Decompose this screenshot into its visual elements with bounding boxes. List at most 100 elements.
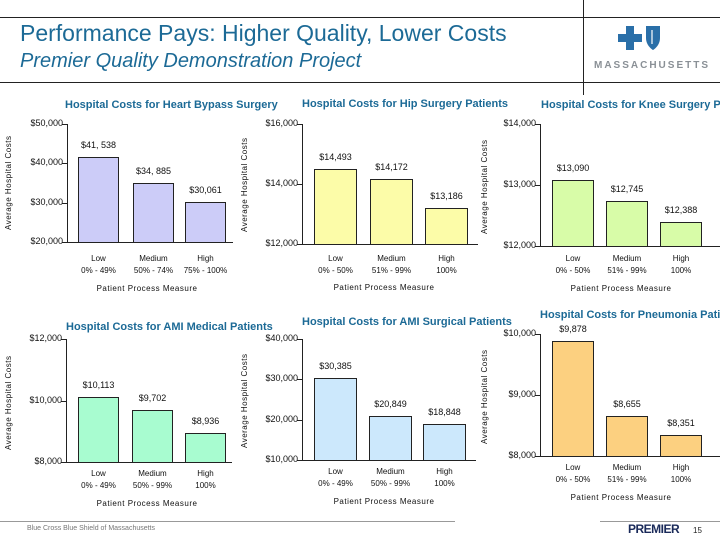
y-axis-line — [540, 124, 541, 246]
category-label: Low 0% - 49% — [64, 468, 134, 492]
category-name: Medium — [377, 254, 406, 263]
y-tick-mark — [61, 339, 66, 340]
y-tick-label: $10,000 — [29, 394, 62, 405]
y-tick-label: $12,000 — [265, 238, 298, 248]
y-tick-label: $14,000 — [503, 118, 536, 128]
category-label: High 75% - 100% — [171, 253, 241, 277]
bcbs-logo-icon — [618, 26, 660, 50]
category-label: Medium 50% - 99% — [118, 468, 188, 492]
category-name: Medium — [139, 254, 168, 263]
category-label: Low 0% - 49% — [64, 253, 134, 277]
x-axis-label: Patient Process Measure — [96, 284, 198, 293]
data-label: $13,090 — [556, 162, 590, 173]
category-label: Medium 50% - 74% — [119, 253, 189, 277]
bar — [423, 424, 466, 461]
category-name: High — [197, 469, 214, 478]
category-label: Medium 51% - 99% — [592, 462, 662, 486]
category-range: 0% - 50% — [555, 266, 591, 275]
category-name: Low — [328, 254, 343, 263]
category-name: Medium — [612, 463, 642, 472]
category-range: 50% - 99% — [370, 479, 411, 488]
category-label: Low 0% - 49% — [301, 466, 371, 490]
y-tick-mark — [297, 339, 302, 340]
category-label: Medium 50% - 99% — [356, 466, 426, 490]
y-tick-label: $8,000 — [508, 450, 536, 460]
bar — [185, 202, 226, 243]
category-label: Low 0% - 50% — [538, 462, 608, 486]
chart-title: Hospital Costs for Heart Bypass Surgery — [65, 99, 278, 111]
bar — [660, 222, 702, 247]
y-tick-label: $12,000 — [503, 240, 536, 250]
category-label: High 100% — [171, 468, 241, 492]
y-axis-line — [67, 124, 68, 242]
y-tick-label: $30,000 — [30, 196, 63, 207]
category-name: High — [436, 467, 453, 476]
y-axis-line — [540, 334, 541, 456]
y-tick-mark — [535, 185, 540, 186]
y-tick-mark — [61, 462, 66, 463]
footer-divider-right — [600, 521, 720, 522]
data-label: $12,745 — [610, 183, 644, 194]
y-tick-label: $50,000 — [30, 118, 63, 128]
category-range: 100% — [670, 266, 692, 275]
category-range: 100% — [670, 475, 692, 484]
data-label: $34, 885 — [135, 166, 172, 177]
bar — [132, 409, 173, 463]
chart-title: Hospital Costs for Hip Surgery Patients — [302, 98, 508, 110]
y-tick-mark — [535, 246, 540, 247]
y-tick-label: $10,000 — [265, 454, 298, 464]
y-tick-mark — [535, 124, 540, 125]
header-top-divider — [0, 17, 720, 18]
data-label: $9,702 — [138, 392, 167, 403]
category-range: 100% — [195, 481, 216, 490]
bar — [314, 377, 357, 461]
y-tick-mark — [61, 400, 66, 402]
category-label: Low 0% - 50% — [301, 253, 371, 277]
y-tick-mark — [297, 460, 302, 461]
y-tick-label: $12,000 — [29, 333, 62, 343]
x-axis-label: Patient Process Measure — [96, 499, 198, 508]
y-tick-mark — [297, 184, 302, 185]
y-tick-label: $14,000 — [265, 178, 298, 188]
category-range: 100% — [436, 266, 457, 275]
y-axis-label: Average Hospital Costs — [480, 349, 489, 444]
y-tick-mark — [62, 202, 67, 204]
y-tick-label: $8,000 — [34, 456, 62, 466]
category-range: 50% - 74% — [133, 266, 174, 275]
y-tick-label: $20,000 — [265, 413, 298, 424]
category-range: 50% - 99% — [132, 481, 173, 490]
bar — [552, 341, 594, 457]
y-axis-line — [302, 124, 303, 244]
bar — [606, 200, 648, 247]
page-number: 15 — [693, 526, 702, 535]
bar — [660, 434, 702, 457]
category-name: High — [197, 254, 214, 263]
bar — [425, 208, 468, 245]
header-vertical-divider — [583, 0, 584, 95]
page-subtitle: Premier Quality Demonstration Project — [20, 50, 362, 72]
data-label: $10,113 — [82, 380, 115, 391]
y-axis-label: Average Hospital Costs — [4, 135, 13, 230]
category-name: High — [672, 463, 690, 472]
category-label: High 100% — [410, 466, 480, 490]
y-tick-label: $9,000 — [508, 389, 536, 399]
y-tick-mark — [62, 124, 67, 125]
y-tick-label: $16,000 — [265, 118, 298, 128]
y-tick-mark — [535, 456, 540, 457]
bar — [370, 178, 413, 245]
category-name: Low — [565, 463, 581, 472]
bar — [369, 416, 412, 461]
data-label: $30,385 — [319, 360, 352, 371]
y-tick-label: $20,000 — [30, 236, 63, 246]
category-name: Medium — [376, 467, 405, 476]
header-bottom-divider — [0, 82, 720, 83]
category-name: Low — [565, 254, 581, 263]
data-label: $9,878 — [559, 324, 587, 335]
logo-wordmark: MASSACHUSETTS — [594, 60, 711, 71]
category-range: 75% - 100% — [183, 266, 228, 275]
data-label: $18,848 — [428, 407, 461, 418]
chart-title: Hospital Costs for AMI Medical Patients — [66, 321, 273, 333]
chart-title: Hospital Costs for Pneumonia Pati — [540, 309, 720, 321]
bar — [185, 433, 226, 463]
data-label: $12,388 — [664, 205, 698, 216]
